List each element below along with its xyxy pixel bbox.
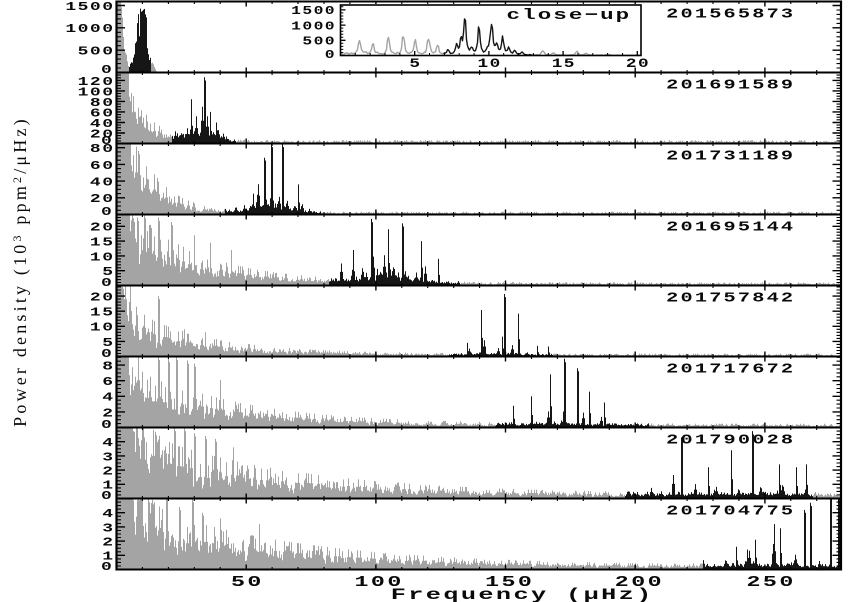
svg-text:20: 20 — [90, 192, 115, 206]
svg-text:0: 0 — [101, 347, 113, 361]
svg-text:4: 4 — [102, 391, 114, 405]
svg-text:0: 0 — [101, 418, 113, 432]
svg-text:20: 20 — [90, 221, 115, 235]
svg-text:201704775: 201704775 — [666, 503, 795, 519]
svg-text:201695144: 201695144 — [666, 219, 795, 235]
svg-text:50: 50 — [231, 574, 264, 591]
svg-text:4: 4 — [102, 436, 114, 450]
svg-text:40: 40 — [90, 117, 115, 131]
svg-text:2: 2 — [102, 464, 114, 478]
svg-text:0: 0 — [101, 205, 113, 219]
svg-text:1: 1 — [102, 479, 114, 493]
svg-text:0: 0 — [101, 134, 113, 148]
svg-text:20: 20 — [626, 56, 650, 71]
svg-text:5: 5 — [409, 56, 421, 71]
svg-text:15: 15 — [90, 235, 115, 249]
svg-text:80: 80 — [90, 96, 115, 110]
svg-text:120: 120 — [78, 75, 115, 89]
svg-text:0: 0 — [101, 63, 113, 77]
svg-text:1500: 1500 — [65, 0, 114, 14]
svg-text:100: 100 — [354, 574, 403, 591]
svg-text:5: 5 — [102, 265, 114, 279]
svg-text:2: 2 — [102, 535, 114, 549]
svg-text:200: 200 — [615, 574, 664, 591]
svg-text:3: 3 — [102, 450, 114, 464]
svg-text:4: 4 — [102, 507, 114, 521]
svg-text:60: 60 — [90, 159, 115, 173]
svg-text:10: 10 — [478, 56, 502, 71]
svg-text:500: 500 — [302, 36, 336, 49]
svg-text:15: 15 — [90, 305, 115, 319]
svg-text:5: 5 — [102, 336, 114, 350]
svg-text:250: 250 — [746, 574, 795, 591]
svg-text:0: 0 — [101, 489, 113, 503]
svg-text:1000: 1000 — [291, 20, 336, 33]
svg-text:1: 1 — [102, 550, 114, 564]
svg-text:3: 3 — [102, 521, 114, 535]
svg-text:201691589: 201691589 — [666, 77, 795, 93]
svg-text:100: 100 — [78, 85, 115, 99]
svg-text:8: 8 — [102, 359, 114, 373]
svg-text:1000: 1000 — [65, 22, 114, 36]
svg-text:15: 15 — [552, 56, 576, 71]
svg-text:6: 6 — [102, 375, 114, 389]
svg-text:10: 10 — [90, 321, 115, 335]
svg-text:Frequency (μHz): Frequency (μHz) — [391, 586, 654, 602]
svg-text:0: 0 — [101, 560, 113, 574]
svg-text:201565873: 201565873 — [666, 6, 795, 22]
svg-text:20: 20 — [90, 290, 115, 304]
svg-text:close−up: close−up — [507, 6, 632, 23]
svg-text:201731189: 201731189 — [666, 148, 795, 164]
svg-text:40: 40 — [90, 175, 115, 189]
svg-text:Power density (103 ppm2/μHz): Power density (103 ppm2/μHz) — [10, 116, 31, 427]
svg-text:0: 0 — [101, 276, 113, 290]
svg-text:60: 60 — [90, 106, 115, 120]
svg-text:201757842: 201757842 — [666, 290, 795, 306]
svg-text:201717672: 201717672 — [666, 361, 795, 377]
svg-text:150: 150 — [485, 574, 534, 591]
svg-text:0: 0 — [325, 49, 336, 62]
svg-text:500: 500 — [78, 44, 115, 58]
svg-text:20: 20 — [90, 127, 115, 141]
svg-text:80: 80 — [90, 142, 115, 156]
svg-text:2: 2 — [102, 406, 114, 420]
svg-text:1500: 1500 — [291, 5, 336, 18]
svg-text:201790028: 201790028 — [666, 432, 795, 448]
svg-text:10: 10 — [90, 250, 115, 264]
